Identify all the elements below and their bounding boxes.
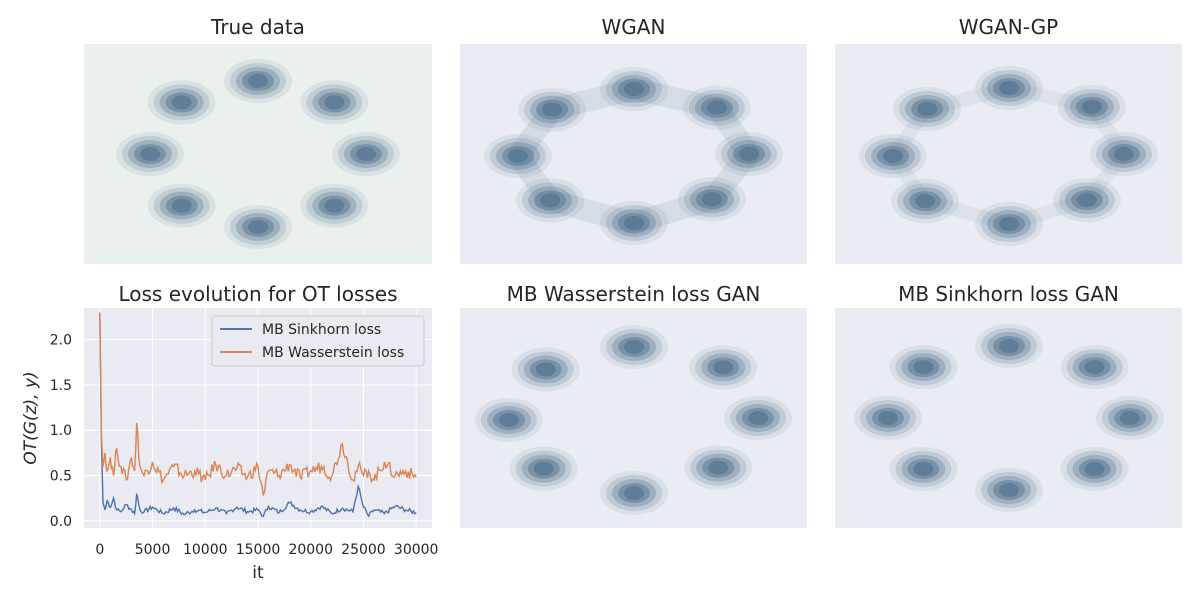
kde-plot-wgan — [484, 67, 783, 245]
kde-mode-1-level-4 — [1081, 99, 1102, 114]
y-tick-label: 0.5 — [50, 468, 72, 484]
kde-mode-4-level-4 — [999, 217, 1019, 231]
kde-mode-2-level-4 — [1120, 411, 1140, 425]
kde-plot-mb-wasserstein — [475, 325, 792, 515]
panel-title-wgan: WGAN — [601, 15, 666, 39]
loss-legend: MB Sinkhorn loss MB Wasserstein loss — [211, 315, 425, 367]
kde-mode-6-level-4 — [499, 413, 519, 427]
kde-mode-2-level-4 — [1114, 147, 1134, 161]
kde-mode-7-level-4 — [917, 101, 938, 116]
kde-panel-true-data — [84, 44, 432, 264]
kde-panel-mb-sinkhorn — [835, 308, 1182, 528]
kde-mode-2-level-4 — [748, 411, 768, 425]
loss-lines — [99, 312, 417, 518]
legend-frame — [211, 315, 425, 367]
kde-plot-true-data — [116, 59, 400, 249]
kde-mode-6-level-4 — [140, 147, 160, 161]
kde-panel-mb-wasserstein — [460, 308, 807, 528]
x-tick-label: 20000 — [288, 542, 333, 558]
y-tick-label: 1.0 — [50, 423, 72, 439]
kde-panel-wgan — [460, 44, 807, 264]
kde-mode-7-level-4 — [913, 360, 934, 375]
x-tick-label: 10000 — [183, 542, 228, 558]
x-tick-label: 5000 — [135, 542, 171, 558]
loss-evolution-chart: 0 5000 10000 15000 20000 25000 30000 0.0 0.5 1.0… — [21, 308, 438, 583]
legend-label-sinkhorn: MB Sinkhorn loss — [262, 322, 381, 338]
x-tick-label: 0 — [95, 542, 104, 558]
y-tick-label: 1.5 — [50, 378, 72, 394]
kde-mode-7-level-4 — [542, 102, 563, 117]
series-line-sinkhorn — [99, 312, 417, 518]
y-tick-label: 0.0 — [50, 514, 72, 530]
kde-mode-0-level-4 — [999, 81, 1019, 95]
kde-mode-3-level-4 — [1076, 193, 1097, 208]
loss-x-axis-label: it — [252, 563, 264, 583]
x-tick-label: 30000 — [394, 542, 439, 558]
kde-mode-3-level-4 — [324, 198, 345, 213]
kde-mode-5-level-4 — [915, 194, 936, 209]
kde-mode-4-level-4 — [624, 486, 644, 500]
x-tick-label: 15000 — [236, 542, 281, 558]
loss-y-ticks: 0.0 0.5 1.0 1.5 2.0 — [50, 333, 72, 530]
kde-mode-5-level-4 — [913, 461, 934, 476]
kde-mode-4-level-4 — [999, 483, 1019, 497]
kde-mode-4-level-4 — [248, 220, 268, 234]
kde-plot-wgan-gp — [859, 66, 1158, 246]
kde-mode-7-level-4 — [171, 95, 192, 110]
kde-mode-5-level-4 — [540, 193, 561, 208]
kde-mode-0-level-4 — [999, 339, 1019, 353]
kde-mode-6-level-4 — [878, 411, 898, 425]
kde-mode-1-level-4 — [324, 95, 345, 110]
kde-mode-5-level-4 — [533, 461, 554, 476]
loss-x-ticks: 0 5000 10000 15000 20000 25000 30000 — [95, 542, 438, 558]
kde-mode-1-level-4 — [706, 100, 727, 115]
kde-mode-7-level-4 — [535, 362, 556, 377]
kde-mode-0-level-4 — [624, 82, 644, 96]
legend-label-wasserstein: MB Wasserstein loss — [262, 345, 404, 361]
kde-mode-1-level-4 — [1084, 360, 1105, 375]
kde-panel-wgan-gp — [835, 44, 1182, 264]
kde-mode-3-level-4 — [1084, 461, 1105, 476]
kde-mode-2-level-4 — [356, 147, 376, 161]
kde-mode-5-level-4 — [171, 198, 192, 213]
panel-title-mb-sinkhorn: MB Sinkhorn loss GAN — [898, 282, 1119, 306]
x-tick-label: 25000 — [341, 542, 386, 558]
kde-mode-4-level-4 — [624, 216, 644, 230]
panel-title-mb-wasserstein: MB Wasserstein loss GAN — [506, 282, 761, 306]
kde-mode-6-level-4 — [883, 149, 903, 163]
kde-mode-2-level-4 — [739, 147, 759, 161]
kde-mode-3-level-4 — [708, 460, 729, 475]
kde-mode-3-level-4 — [701, 192, 722, 207]
panel-title-loss-evolution: Loss evolution for OT losses — [118, 282, 398, 306]
kde-mode-1-level-4 — [713, 360, 734, 375]
y-tick-label: 2.0 — [50, 333, 72, 349]
kde-mode-0-level-4 — [248, 74, 268, 88]
panel-title-true-data: True data — [211, 15, 305, 39]
panel-title-wgan-gp: WGAN-GP — [958, 15, 1059, 39]
loss-y-axis-label: OT(G(z), y) — [21, 371, 41, 464]
series-line-wasserstein — [99, 312, 417, 496]
kde-mode-6-level-4 — [508, 149, 528, 163]
kde-mode-0-level-4 — [624, 340, 644, 354]
kde-plot-mb-sinkhorn — [854, 324, 1164, 512]
